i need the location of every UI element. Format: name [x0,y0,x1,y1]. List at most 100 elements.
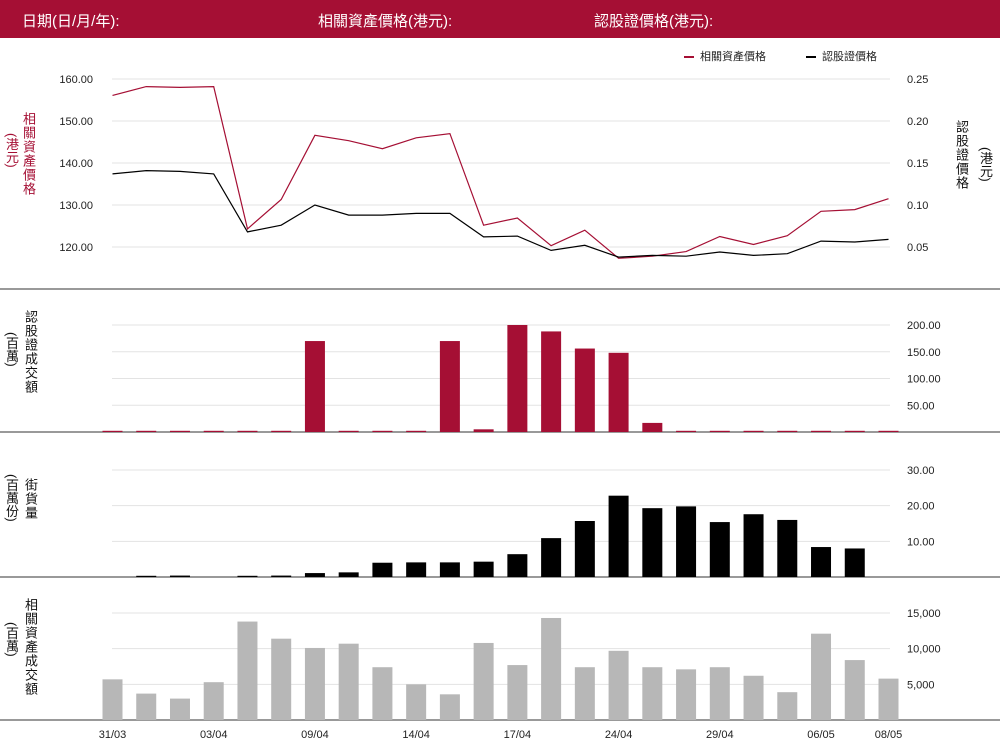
date-label: 日期(日/月/年): [22,13,120,30]
legend-swatch-underlying [684,56,694,59]
underlying-turnover-title: 相關資產成交額 [23,598,38,696]
warrant-price-label: 認股證價格(港元): [594,13,714,30]
underlying-turnover-bar [844,660,865,720]
underlying-turnover-bar [676,669,697,720]
price-left-title: 相關資產價格 [21,112,36,196]
y-tick-label-right: 0.05 [907,242,928,254]
underlying-turnover-unit: (百萬) [4,622,19,657]
underlying-turnover-bar [439,694,460,720]
underlying-turnover-bar [136,693,157,720]
outstanding-bar [406,562,427,577]
x-tick-label: 08/05 [875,729,903,741]
outstanding-bar [169,575,190,577]
warrant-turnover-bar [811,430,832,432]
underlying-turnover-bar [878,678,899,720]
warrant-turnover-bar [271,430,292,432]
warrant-turnover-bar [203,430,224,432]
outstanding-bar [541,538,562,577]
warrant-turnover-bar [136,430,157,432]
underlying-turnover-bar [541,617,562,720]
underlying-turnover-bar [102,679,123,720]
header-bar: 日期(日/月/年): 相關資產價格(港元): 認股證價格(港元): [0,0,1000,38]
underlying-turnover-bar [777,692,798,720]
y-tick-label-right: 30.00 [907,465,935,477]
outstanding-bar [338,572,359,577]
underlying-turnover-bar [169,698,190,720]
x-tick-label: 14/04 [402,729,430,741]
underlying-turnover-bar [271,638,292,720]
warrant-turnover-bar [338,430,359,432]
x-tick-label: 29/04 [706,729,734,741]
warrant-turnover-bar [709,430,730,432]
warrant-turnover-bar [473,429,494,432]
warrant-turnover-bar [777,430,798,432]
warrant-turnover-bar [372,430,393,432]
legend-underlying: 相關資產價格 [684,48,766,64]
underlying-turnover-bar [743,675,764,720]
chart-canvas: 160.00 150.00 140.00 130.00 120.00 0.25 0.20 0.… [0,74,1000,741]
outstanding-bar [271,575,292,577]
warrant-turnover-unit: (百萬) [4,332,19,367]
warrant-turnover-bar [642,422,663,432]
x-tick-label: 06/05 [807,729,835,741]
x-tick-label: 03/04 [200,729,228,741]
y-tick-label-left: 160.00 [59,74,93,86]
outstanding-bar [372,562,393,577]
underlying-turnover-bar [574,667,595,720]
warrant-turnover-bar [676,430,697,432]
y-tick-label-right: 200.00 [907,320,941,332]
warrant-turnover-bar [406,430,427,432]
price-right-title: 認股證價格 [954,120,969,190]
y-tick-label-left: 130.00 [59,200,93,212]
underlying-turnover-bar [203,682,224,720]
underlying-turnover-bar [507,665,528,720]
underlying-turnover-bar [338,643,359,720]
legend-warrant: 認股證價格 [806,48,877,64]
underlying-turnover-bar [372,667,393,720]
y-tick-label-right: 0.15 [907,158,928,170]
y-tick-label-left: 120.00 [59,242,93,254]
warrant-turnover-bar [541,331,562,432]
outstanding-title: 街貨量 [23,478,38,520]
y-tick-label-right: 50.00 [907,400,935,412]
x-tick-label: 24/04 [605,729,633,741]
warrant-turnover-bar [507,325,528,432]
warrant-turnover-bar [304,341,325,432]
x-tick-label: 31/03 [99,729,127,741]
warrant-turnover-bar [169,430,190,432]
price-left-unit: (港元) [4,133,19,168]
warrant-turnover-bar [439,341,460,432]
y-tick-label-left: 150.00 [59,116,93,128]
x-tick-label: 09/04 [301,729,329,741]
underlying-turnover-bar [473,642,494,720]
y-tick-label-right: 0.10 [907,200,928,212]
outstanding-bar [844,548,865,577]
underlying-price-label: 相關資產價格(港元): [318,13,453,30]
underlying-turnover-bar [406,684,427,720]
outstanding-bar [608,495,629,577]
outstanding-bar [136,575,157,577]
legend-swatch-warrant [806,56,816,59]
underlying-turnover-bar [608,650,629,720]
underlying-turnover-bar [304,647,325,720]
warrant-turnover-bar [237,430,258,432]
y-tick-label-right: 20.00 [907,501,935,513]
y-tick-label-right: 15,000 [907,608,941,620]
outstanding-bar [473,561,494,577]
underlying-price-line [112,85,889,259]
y-tick-label-left: 140.00 [59,158,93,170]
y-tick-label-right: 100.00 [907,374,941,386]
outstanding-bar [811,547,832,577]
underlying-turnover-bar [237,621,258,720]
legend-text-warrant: 認股證價格 [822,51,877,63]
warrant-turnover-title: 認股證成交額 [23,310,38,394]
outstanding-bar [237,575,258,577]
y-tick-label-right: 0.25 [907,74,928,86]
outstanding-bar [507,554,528,577]
warrant-price-line [112,169,889,258]
warrant-turnover-bar [574,348,595,432]
outstanding-bar [743,514,764,577]
outstanding-bar [709,522,730,577]
warrant-turnover-bar [844,430,865,432]
y-tick-label-right: 5,000 [907,679,935,691]
